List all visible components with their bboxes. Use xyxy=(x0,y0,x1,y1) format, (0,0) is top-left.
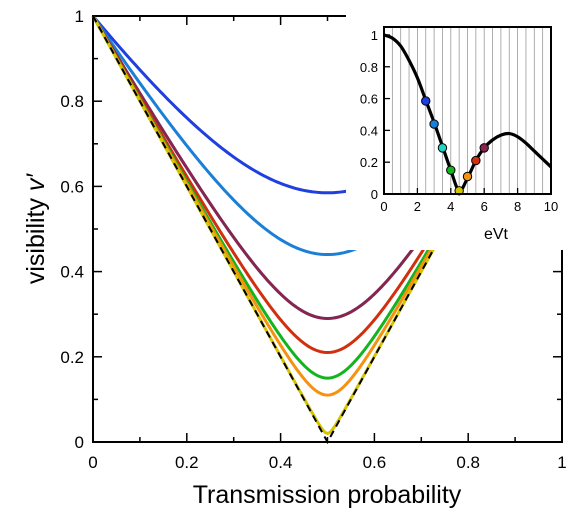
inset-grid-group xyxy=(391,27,544,194)
inset-data-point xyxy=(421,96,431,106)
inset-data-point xyxy=(454,186,464,196)
inset-data-point xyxy=(429,119,439,129)
main-series-line-4 xyxy=(91,15,470,320)
main-y-tick-label: 0.4 xyxy=(60,263,84,282)
inset-points-group xyxy=(421,96,489,196)
inset-x-tick-label: 2 xyxy=(414,199,421,214)
inset-x-tick-label: 8 xyxy=(514,199,521,214)
main-y-tick-label: 0.8 xyxy=(60,92,84,111)
main-series-line-9 xyxy=(92,15,470,445)
inset-y-tick-label: 0.4 xyxy=(360,123,378,138)
main-y-tick-label: 0 xyxy=(75,433,84,452)
main-x-tick-label: 1 xyxy=(557,453,566,472)
inset-y-tick-label: 1 xyxy=(371,28,378,43)
inset-data-point xyxy=(446,165,456,175)
main-x-axis-title: Transmission probability xyxy=(193,481,462,509)
inset-x-tick-label: 6 xyxy=(481,199,488,214)
inset-x-axis-title: eVt xyxy=(484,226,509,243)
inset-plot-frame xyxy=(383,26,552,195)
main-y-axis-title-symbol: v′ xyxy=(22,173,50,192)
inset-data-point xyxy=(479,143,489,153)
main-x-tick-label: 0.6 xyxy=(363,453,387,472)
main-y-tick-label: 1 xyxy=(75,7,84,26)
inset-data-point xyxy=(462,171,473,182)
main-y-axis-title: visibility v′ xyxy=(22,173,50,285)
main-ticks-group: 0 0.2 0.4 0.6 0.8 100.20.40.60.81 xyxy=(60,7,566,472)
main-x-tick-label: 0.4 xyxy=(269,453,293,472)
main-x-tick-label: 0.2 xyxy=(175,453,199,472)
main-x-tick-label: 0.8 xyxy=(456,453,480,472)
inset-data-point xyxy=(437,143,448,153)
inset-data-point xyxy=(471,155,481,166)
inset-background xyxy=(346,0,581,250)
inset-y-tick-label: 0.6 xyxy=(360,92,378,107)
inset-x-tick-label: 10 xyxy=(544,199,558,214)
inset-y-tick-label: 0.2 xyxy=(360,155,378,170)
main-y-tick-label: 0.6 xyxy=(60,177,84,196)
inset-x-tick-label: 4 xyxy=(447,199,454,214)
main-x-tick-label: 0 xyxy=(88,453,97,472)
inset-y-tick-label: 0.8 xyxy=(360,60,378,75)
inset-ticks-group: 0 2 4 6 8 10 0 0.2 0.4 0.6 0.8 1 xyxy=(360,28,558,214)
main-y-axis-title-text: visibility xyxy=(22,191,50,284)
inset-y-tick-label: 0 xyxy=(371,187,378,202)
inset-x-tick-label: 0 xyxy=(380,199,387,214)
main-y-tick-label: 0.2 xyxy=(60,348,84,367)
